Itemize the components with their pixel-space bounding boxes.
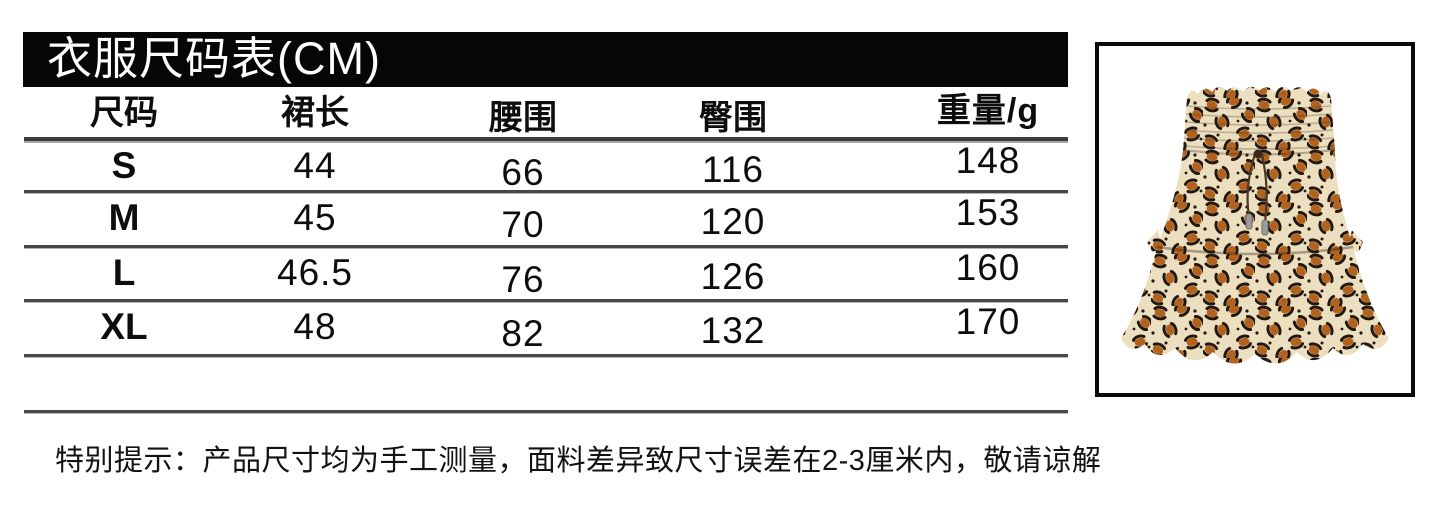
column-header-weight: 重量/g bbox=[936, 92, 1040, 130]
weight-value: 153 bbox=[955, 192, 1021, 233]
hip-value: 126 bbox=[700, 256, 766, 297]
skirt-waistband bbox=[1183, 86, 1335, 155]
table-empty-row bbox=[24, 357, 1068, 413]
leopard-skirt-image bbox=[1121, 86, 1389, 364]
size-value: L bbox=[112, 252, 136, 293]
waist-value: 70 bbox=[501, 204, 545, 245]
waist-value: 82 bbox=[501, 313, 545, 354]
weight-value: 148 bbox=[955, 140, 1021, 181]
skirt-lower-tier bbox=[1121, 247, 1389, 364]
size-table: 尺码 裙长 腰围 臀围 重量/g S 44 66 116 148 M 45 70… bbox=[24, 87, 1068, 413]
column-header-waist: 腰围 bbox=[489, 99, 557, 137]
column-header-length: 裙长 bbox=[281, 94, 349, 132]
size-value: S bbox=[111, 145, 137, 186]
length-value: 45 bbox=[293, 197, 337, 238]
hip-value: 116 bbox=[702, 149, 764, 190]
page-title: 衣服尺码表(CM) bbox=[47, 33, 381, 84]
drawstring bbox=[1245, 149, 1269, 236]
table-row-xl: XL 48 82 132 170 bbox=[24, 301, 1068, 357]
weight-value: 170 bbox=[955, 301, 1021, 342]
length-value: 44 bbox=[293, 145, 337, 186]
hip-value: 132 bbox=[700, 310, 766, 351]
skirt-seam-flap-right bbox=[1347, 230, 1363, 252]
skirt-seam-flap-left bbox=[1147, 230, 1163, 252]
length-value: 46.5 bbox=[276, 252, 354, 293]
waist-value: 76 bbox=[501, 259, 545, 300]
waist-value: 66 bbox=[501, 152, 545, 193]
size-value: XL bbox=[100, 306, 148, 347]
length-value: 48 bbox=[293, 306, 337, 347]
title-bar: 衣服尺码表(CM) bbox=[23, 32, 1068, 87]
size-value: M bbox=[108, 197, 140, 238]
table-row-l: L 46.5 76 126 160 bbox=[24, 247, 1068, 302]
note-text: 特别提示：产品尺寸均为手工测量，面料差异致尺寸误差在2-3厘米内，敬请谅解 bbox=[55, 445, 1102, 477]
product-image-frame bbox=[1095, 42, 1415, 397]
weight-value: 160 bbox=[955, 247, 1021, 288]
table-row-s: S 44 66 116 148 bbox=[24, 140, 1068, 193]
column-header-hip: 臀围 bbox=[699, 99, 767, 137]
column-header-size: 尺码 bbox=[90, 94, 158, 132]
table-row-m: M 45 70 120 153 bbox=[24, 192, 1068, 248]
skirt-upper-tier bbox=[1157, 150, 1353, 247]
table-header-row: 尺码 裙长 腰围 臀围 重量/g bbox=[24, 87, 1068, 141]
hip-value: 120 bbox=[700, 201, 766, 242]
